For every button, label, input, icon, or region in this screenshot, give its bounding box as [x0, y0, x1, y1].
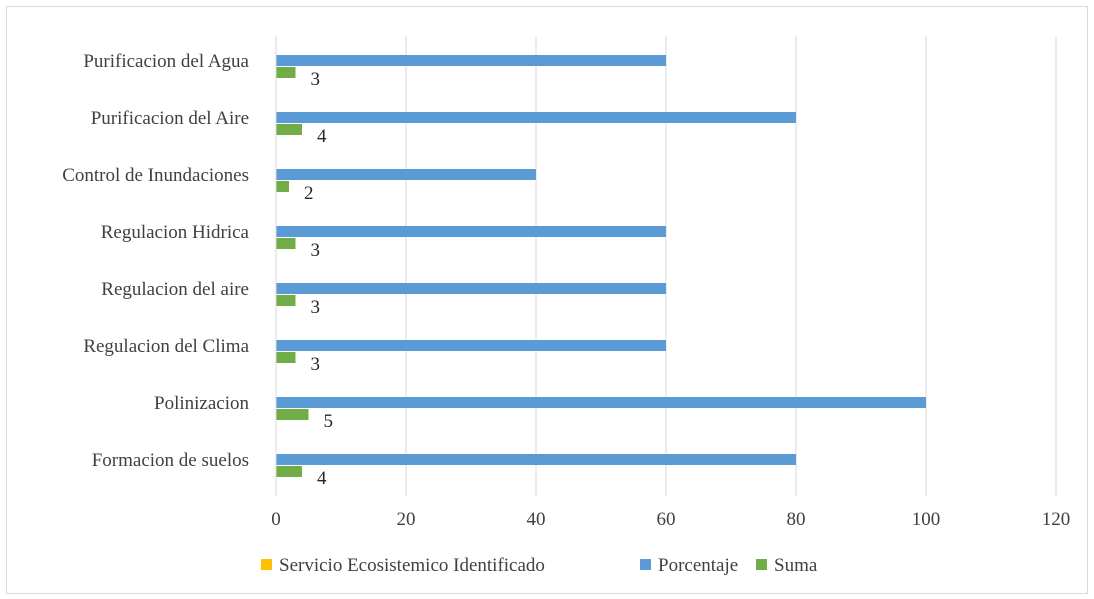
bar-suma — [276, 238, 296, 249]
data-label-suma: 4 — [317, 468, 327, 489]
bar-porcentaje — [276, 112, 796, 123]
legend-swatch — [261, 559, 272, 570]
bar-porcentaje — [276, 397, 926, 408]
legend-label: Porcentaje — [658, 555, 738, 576]
bar-porcentaje — [276, 454, 796, 465]
legend-swatch — [640, 559, 651, 570]
category-label: Regulacion del aire — [101, 279, 249, 300]
bar-porcentaje — [276, 226, 666, 237]
x-tick-label: 80 — [787, 509, 806, 530]
x-tick-label: 100 — [912, 509, 941, 530]
category-label: Formacion de suelos — [92, 450, 249, 471]
legend-swatch — [756, 559, 767, 570]
category-label: Purificacion del Aire — [91, 108, 249, 129]
bar-suma — [276, 409, 309, 420]
legend-label: Suma — [774, 555, 818, 576]
x-tick-label: 0 — [271, 509, 281, 530]
bar-suma — [276, 295, 296, 306]
data-label-suma: 2 — [304, 183, 314, 204]
data-label-suma: 5 — [324, 411, 334, 432]
category-label: Polinizacion — [154, 393, 249, 414]
bar-porcentaje — [276, 169, 536, 180]
x-tick-label: 120 — [1042, 509, 1071, 530]
bar-suma — [276, 352, 296, 363]
data-label-suma: 3 — [311, 297, 321, 318]
bar-porcentaje — [276, 283, 666, 294]
category-label: Regulacion Hidrica — [101, 222, 250, 243]
category-label: Purificacion del Agua — [83, 51, 249, 72]
bar-suma — [276, 67, 296, 78]
bar-suma — [276, 181, 289, 192]
data-label-suma: 3 — [311, 240, 321, 261]
chart-frame — [6, 6, 1088, 594]
legend-label: Servicio Ecosistemico Identificado — [279, 555, 545, 576]
bar-suma — [276, 466, 302, 477]
bar-porcentaje — [276, 55, 666, 66]
bar-porcentaje — [276, 340, 666, 351]
category-label: Control de Inundaciones — [62, 165, 249, 186]
x-tick-label: 40 — [527, 509, 546, 530]
data-label-suma: 4 — [317, 126, 327, 147]
bar-suma — [276, 124, 302, 135]
x-tick-label: 60 — [657, 509, 676, 530]
category-label: Regulacion del Clima — [83, 336, 249, 357]
x-tick-label: 20 — [397, 509, 416, 530]
data-label-suma: 3 — [311, 354, 321, 375]
data-label-suma: 3 — [311, 69, 321, 90]
